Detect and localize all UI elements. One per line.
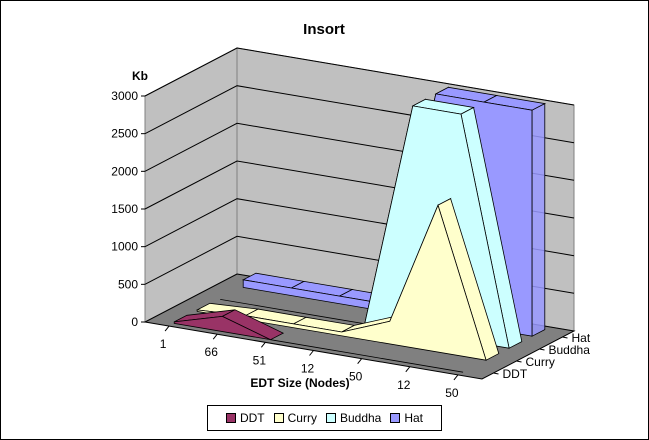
depth-tick	[562, 336, 568, 339]
y-tick-label: 500	[118, 277, 138, 291]
x-tick	[405, 366, 411, 373]
x-tick	[164, 325, 170, 332]
legend-item-curry: Curry	[273, 411, 317, 425]
x-tick	[212, 333, 218, 340]
x-tick	[260, 342, 266, 348]
x-tick	[357, 358, 363, 364]
depth-tick-label: Hat	[572, 331, 591, 345]
depth-tick	[493, 372, 499, 375]
chart-title: Insort	[303, 21, 345, 38]
legend-label-buddha: Buddha	[339, 411, 382, 425]
legend-swatch-ddt	[225, 413, 236, 423]
depth-tick	[516, 360, 522, 363]
x-tick-label: 66	[205, 345, 219, 359]
legend-item-hat: Hat	[390, 411, 423, 425]
x-tick	[453, 374, 459, 381]
x-tick-label: 50	[349, 370, 363, 384]
gridline	[144, 47, 575, 106]
x-tick-label: 50	[445, 386, 459, 400]
x-tick	[309, 350, 314, 356]
legend-item-buddha: Buddha	[325, 411, 382, 425]
legend-swatch-buddha	[325, 413, 336, 423]
depth-tick-label: DDT	[503, 367, 528, 381]
y-axis-label: Kb	[132, 69, 148, 83]
legend-label-ddt: DDT	[239, 411, 265, 425]
y-tick-label: 3000	[111, 89, 138, 103]
x-tick-label: 12	[301, 362, 315, 376]
x-tick-label: 1	[160, 337, 167, 351]
series-curry	[195, 197, 500, 361]
y-tick-label: 1500	[111, 202, 138, 216]
y-tick-label: 0	[131, 315, 138, 329]
x-axis-label: EDT Size (Nodes)	[250, 376, 349, 390]
series-ddt	[173, 309, 464, 373]
y-tick-label: 1000	[111, 240, 138, 254]
legend-swatch-curry	[273, 413, 284, 423]
legend-swatch-hat	[390, 413, 401, 423]
legend-item-ddt: DDT	[225, 411, 265, 425]
series-front	[173, 315, 464, 373]
depth-tick	[539, 348, 545, 351]
depth-tick-label: Curry	[526, 355, 555, 369]
y-tick-label: 2000	[111, 164, 138, 178]
depth-tick-label: Buddha	[549, 343, 591, 357]
chart-legend: DDT Curry Buddha Hat	[207, 405, 442, 431]
series-front	[196, 204, 487, 361]
x-tick-label: 12	[397, 378, 411, 392]
legend-label-curry: Curry	[287, 411, 317, 425]
series-end-cap	[531, 102, 546, 337]
x-tick-label: 51	[253, 353, 267, 367]
legend-label-hat: Hat	[404, 411, 424, 425]
y-tick-label: 2500	[111, 127, 138, 141]
